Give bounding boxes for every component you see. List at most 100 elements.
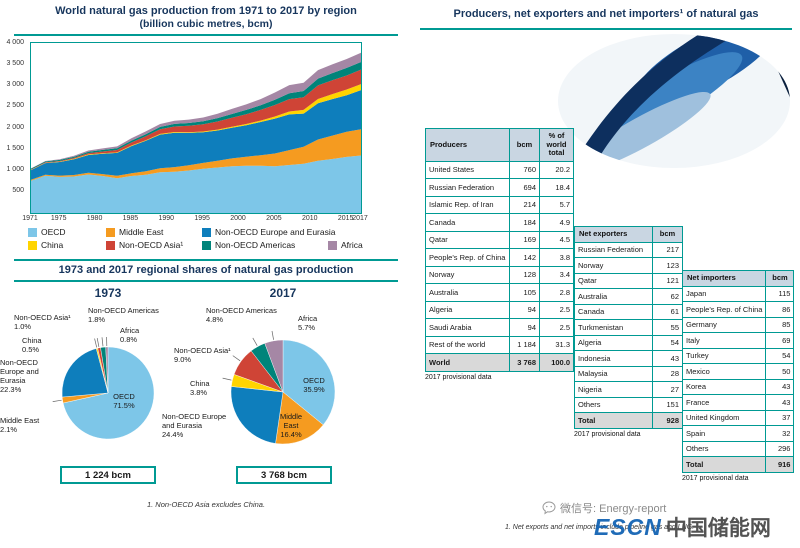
table-row: United Kingdom 37 (681, 409, 795, 427)
table-row: Islamic Rep. of Iran 214 5.7 (425, 195, 574, 215)
row-label-cell: People's Rep. of China (681, 301, 767, 318)
row-value-cell: 54 (652, 334, 683, 352)
pie-label-name: OECD (113, 392, 135, 401)
row-value-cell: 18.4 (539, 178, 574, 197)
row-value-cell: 4.9 (539, 213, 574, 232)
legend-swatch (328, 240, 337, 250)
pie-label-non-oecd-americas-1973: Non-OECD Americas 1.8% (88, 306, 170, 324)
pie-label-name: Non-OECD Europe and Eurasia (0, 358, 39, 385)
table-row: Australia 62 (574, 288, 683, 305)
row-value-cell: 62 (652, 288, 683, 305)
pie-chart-1973 (52, 336, 155, 440)
exporters-caption: 2017 provisional data (574, 430, 641, 438)
pie-label-value: 4.8% (206, 315, 224, 324)
row-label-cell: Canada (574, 303, 653, 321)
row-label-cell: Rest of the world (425, 335, 510, 355)
pie-slice-non-oecd-europe-and-eurasia (230, 386, 284, 444)
pie-chart-2017 (222, 330, 336, 445)
pie-label-name: Non-OECD Asia¹ (174, 346, 231, 355)
legend-label: Africa (341, 240, 363, 250)
pie-label-name: Africa (120, 326, 140, 335)
row-value-cell: 50 (765, 363, 795, 380)
row-label-cell: Germany (681, 316, 767, 334)
row-label-cell: Algeria (574, 334, 653, 352)
row-value-cell: 169 (509, 230, 540, 250)
row-value-cell: 31.3 (539, 335, 574, 355)
pie-leader-line (232, 355, 241, 362)
pie-label-name: Africa (298, 314, 318, 323)
table-row: Korea 43 (681, 378, 795, 396)
pie-label-value: 1.8% (88, 315, 106, 324)
legend-item-non-oecd-asia: Non-OECD Asia¹ (106, 240, 202, 250)
y-tick-label: 3 000 (6, 81, 24, 88)
row-value-cell: 27 (652, 381, 683, 398)
column-header: Producers (425, 128, 510, 162)
x-tick-label: 1975 (50, 215, 67, 222)
table-row: Malaysia 28 (574, 365, 683, 383)
title-divider-rule (14, 34, 398, 36)
row-value-cell: 121 (652, 272, 683, 290)
row-value-cell: 86 (765, 301, 795, 318)
row-value-cell: 928 (652, 412, 683, 429)
pie-label-value: 9.0% (174, 355, 192, 364)
left-footnote: 1. Non-OECD Asia excludes China. (146, 500, 266, 509)
y-tick-label: 3 500 (6, 59, 24, 67)
pie-leader-line (252, 337, 258, 346)
table-row: Saudi Arabia 94 2.5 (425, 318, 574, 337)
row-value-cell: 217 (652, 241, 683, 259)
row-value-cell: 20.2 (539, 160, 574, 180)
table-row: Others 296 (681, 440, 795, 458)
x-tick-label: 2017 (352, 215, 368, 222)
pie-slice-africa (264, 339, 284, 393)
row-value-cell: 694 (509, 178, 540, 197)
x-tick-label: 1995 (194, 215, 210, 222)
pie-label-name: China (190, 379, 210, 388)
row-value-cell: 151 (652, 396, 683, 414)
pie-leader-line (52, 399, 62, 402)
x-tick-label: 2000 (230, 215, 246, 222)
column-header: Net exporters (574, 226, 653, 243)
right-footnote: 1. Net exports and net imports include p… (505, 524, 695, 531)
row-label-cell: Russian Federation (574, 241, 653, 259)
row-value-cell: 115 (765, 285, 795, 303)
pie-label-name: Middle East (0, 416, 40, 425)
pie-label-non-oecd-europe-eurasia-1973: Non-OECD Europe and Eurasia 22.3% (0, 358, 56, 394)
pie-label-value: 22.3% (0, 385, 22, 394)
row-value-cell: 28 (652, 365, 683, 383)
pie-label-value: 0.8% (120, 335, 138, 344)
pie-label-china-1973: China 0.5% (22, 336, 62, 354)
y-tick-label: 500 (12, 187, 24, 195)
pie-label-africa-1973: Africa 0.8% (120, 326, 160, 344)
x-tick-label: 1985 (122, 215, 139, 222)
row-value-cell: 2.8 (539, 283, 574, 302)
legend-item-oecd: OECD (28, 227, 106, 237)
legend-swatch (202, 227, 211, 237)
row-value-cell: 43 (652, 350, 683, 367)
legend-swatch (202, 240, 211, 250)
pie-label-non-oecd-americas-2017: Non-OECD Americas 4.8% (206, 306, 288, 324)
total-1973-box: 1 224 bcm (60, 466, 156, 484)
legend-label: Non-OECD Asia¹ (119, 240, 184, 250)
table-row: Norway 123 (574, 257, 683, 274)
row-value-cell: 214 (509, 195, 540, 215)
row-label-cell: World (425, 353, 510, 372)
y-tick-label: 1 000 (6, 166, 24, 173)
row-label-cell: Korea (681, 378, 767, 396)
column-header: Net importers (681, 270, 767, 287)
pie-label-name: Non-OECD Americas (88, 306, 159, 315)
row-label-cell: Canada (425, 213, 510, 232)
pie-label-middle-east-1973: Middle East 2.1% (0, 416, 50, 434)
table-row: Qatar 169 4.5 (425, 230, 574, 250)
row-label-cell: Qatar (574, 272, 653, 290)
row-label-cell: United Kingdom (681, 409, 767, 427)
row-value-cell: 94 (509, 300, 540, 320)
table-header-row: Producers bcm% of world total (425, 128, 574, 162)
row-label-cell: Japan (681, 285, 767, 303)
pie-label-value: 0.5% (22, 345, 40, 354)
row-value-cell: 61 (652, 303, 683, 321)
gas-pipes-photo (558, 34, 790, 168)
pie-label-name: Non-OECD Asia¹ (14, 313, 71, 322)
y-tick-label: 4 000 (6, 38, 24, 46)
right-title-divider-rule (420, 28, 792, 30)
